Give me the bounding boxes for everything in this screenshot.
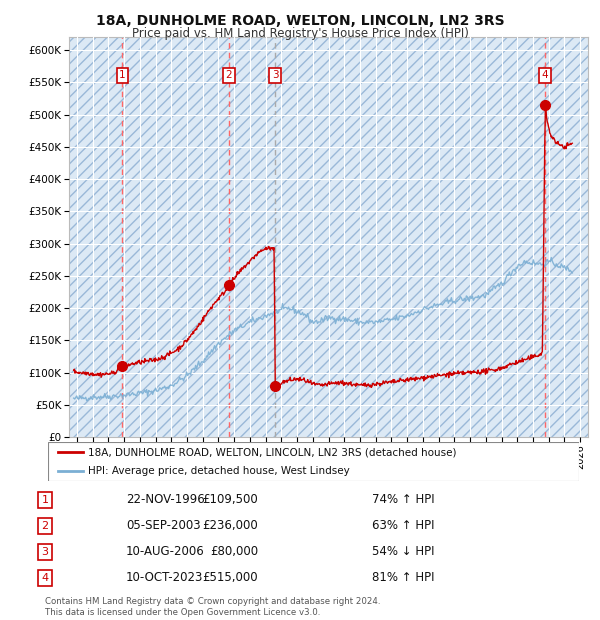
Text: 10-AUG-2006: 10-AUG-2006 bbox=[126, 546, 205, 558]
Text: 3: 3 bbox=[272, 70, 278, 80]
Text: 4: 4 bbox=[41, 573, 49, 583]
Text: 22-NOV-1996: 22-NOV-1996 bbox=[126, 494, 205, 506]
Text: 1: 1 bbox=[41, 495, 49, 505]
Text: 54% ↓ HPI: 54% ↓ HPI bbox=[372, 546, 434, 558]
Text: 2: 2 bbox=[226, 70, 232, 80]
Text: 2: 2 bbox=[41, 521, 49, 531]
Text: 3: 3 bbox=[41, 547, 49, 557]
Text: 63% ↑ HPI: 63% ↑ HPI bbox=[372, 520, 434, 532]
Text: 05-SEP-2003: 05-SEP-2003 bbox=[126, 520, 200, 532]
Text: 18A, DUNHOLME ROAD, WELTON, LINCOLN, LN2 3RS (detached house): 18A, DUNHOLME ROAD, WELTON, LINCOLN, LN2… bbox=[88, 448, 457, 458]
Text: HPI: Average price, detached house, West Lindsey: HPI: Average price, detached house, West… bbox=[88, 466, 350, 476]
Text: 4: 4 bbox=[542, 70, 548, 80]
Text: 81% ↑ HPI: 81% ↑ HPI bbox=[372, 572, 434, 584]
Text: 10-OCT-2023: 10-OCT-2023 bbox=[126, 572, 203, 584]
Text: Price paid vs. HM Land Registry's House Price Index (HPI): Price paid vs. HM Land Registry's House … bbox=[131, 27, 469, 40]
FancyBboxPatch shape bbox=[48, 442, 579, 481]
Text: £515,000: £515,000 bbox=[202, 572, 258, 584]
Text: 18A, DUNHOLME ROAD, WELTON, LINCOLN, LN2 3RS: 18A, DUNHOLME ROAD, WELTON, LINCOLN, LN2… bbox=[95, 14, 505, 28]
Text: £80,000: £80,000 bbox=[210, 546, 258, 558]
Text: 74% ↑ HPI: 74% ↑ HPI bbox=[372, 494, 434, 506]
Text: £109,500: £109,500 bbox=[202, 494, 258, 506]
Text: 1: 1 bbox=[119, 70, 126, 80]
Text: £236,000: £236,000 bbox=[202, 520, 258, 532]
Text: Contains HM Land Registry data © Crown copyright and database right 2024.
This d: Contains HM Land Registry data © Crown c… bbox=[45, 598, 380, 617]
